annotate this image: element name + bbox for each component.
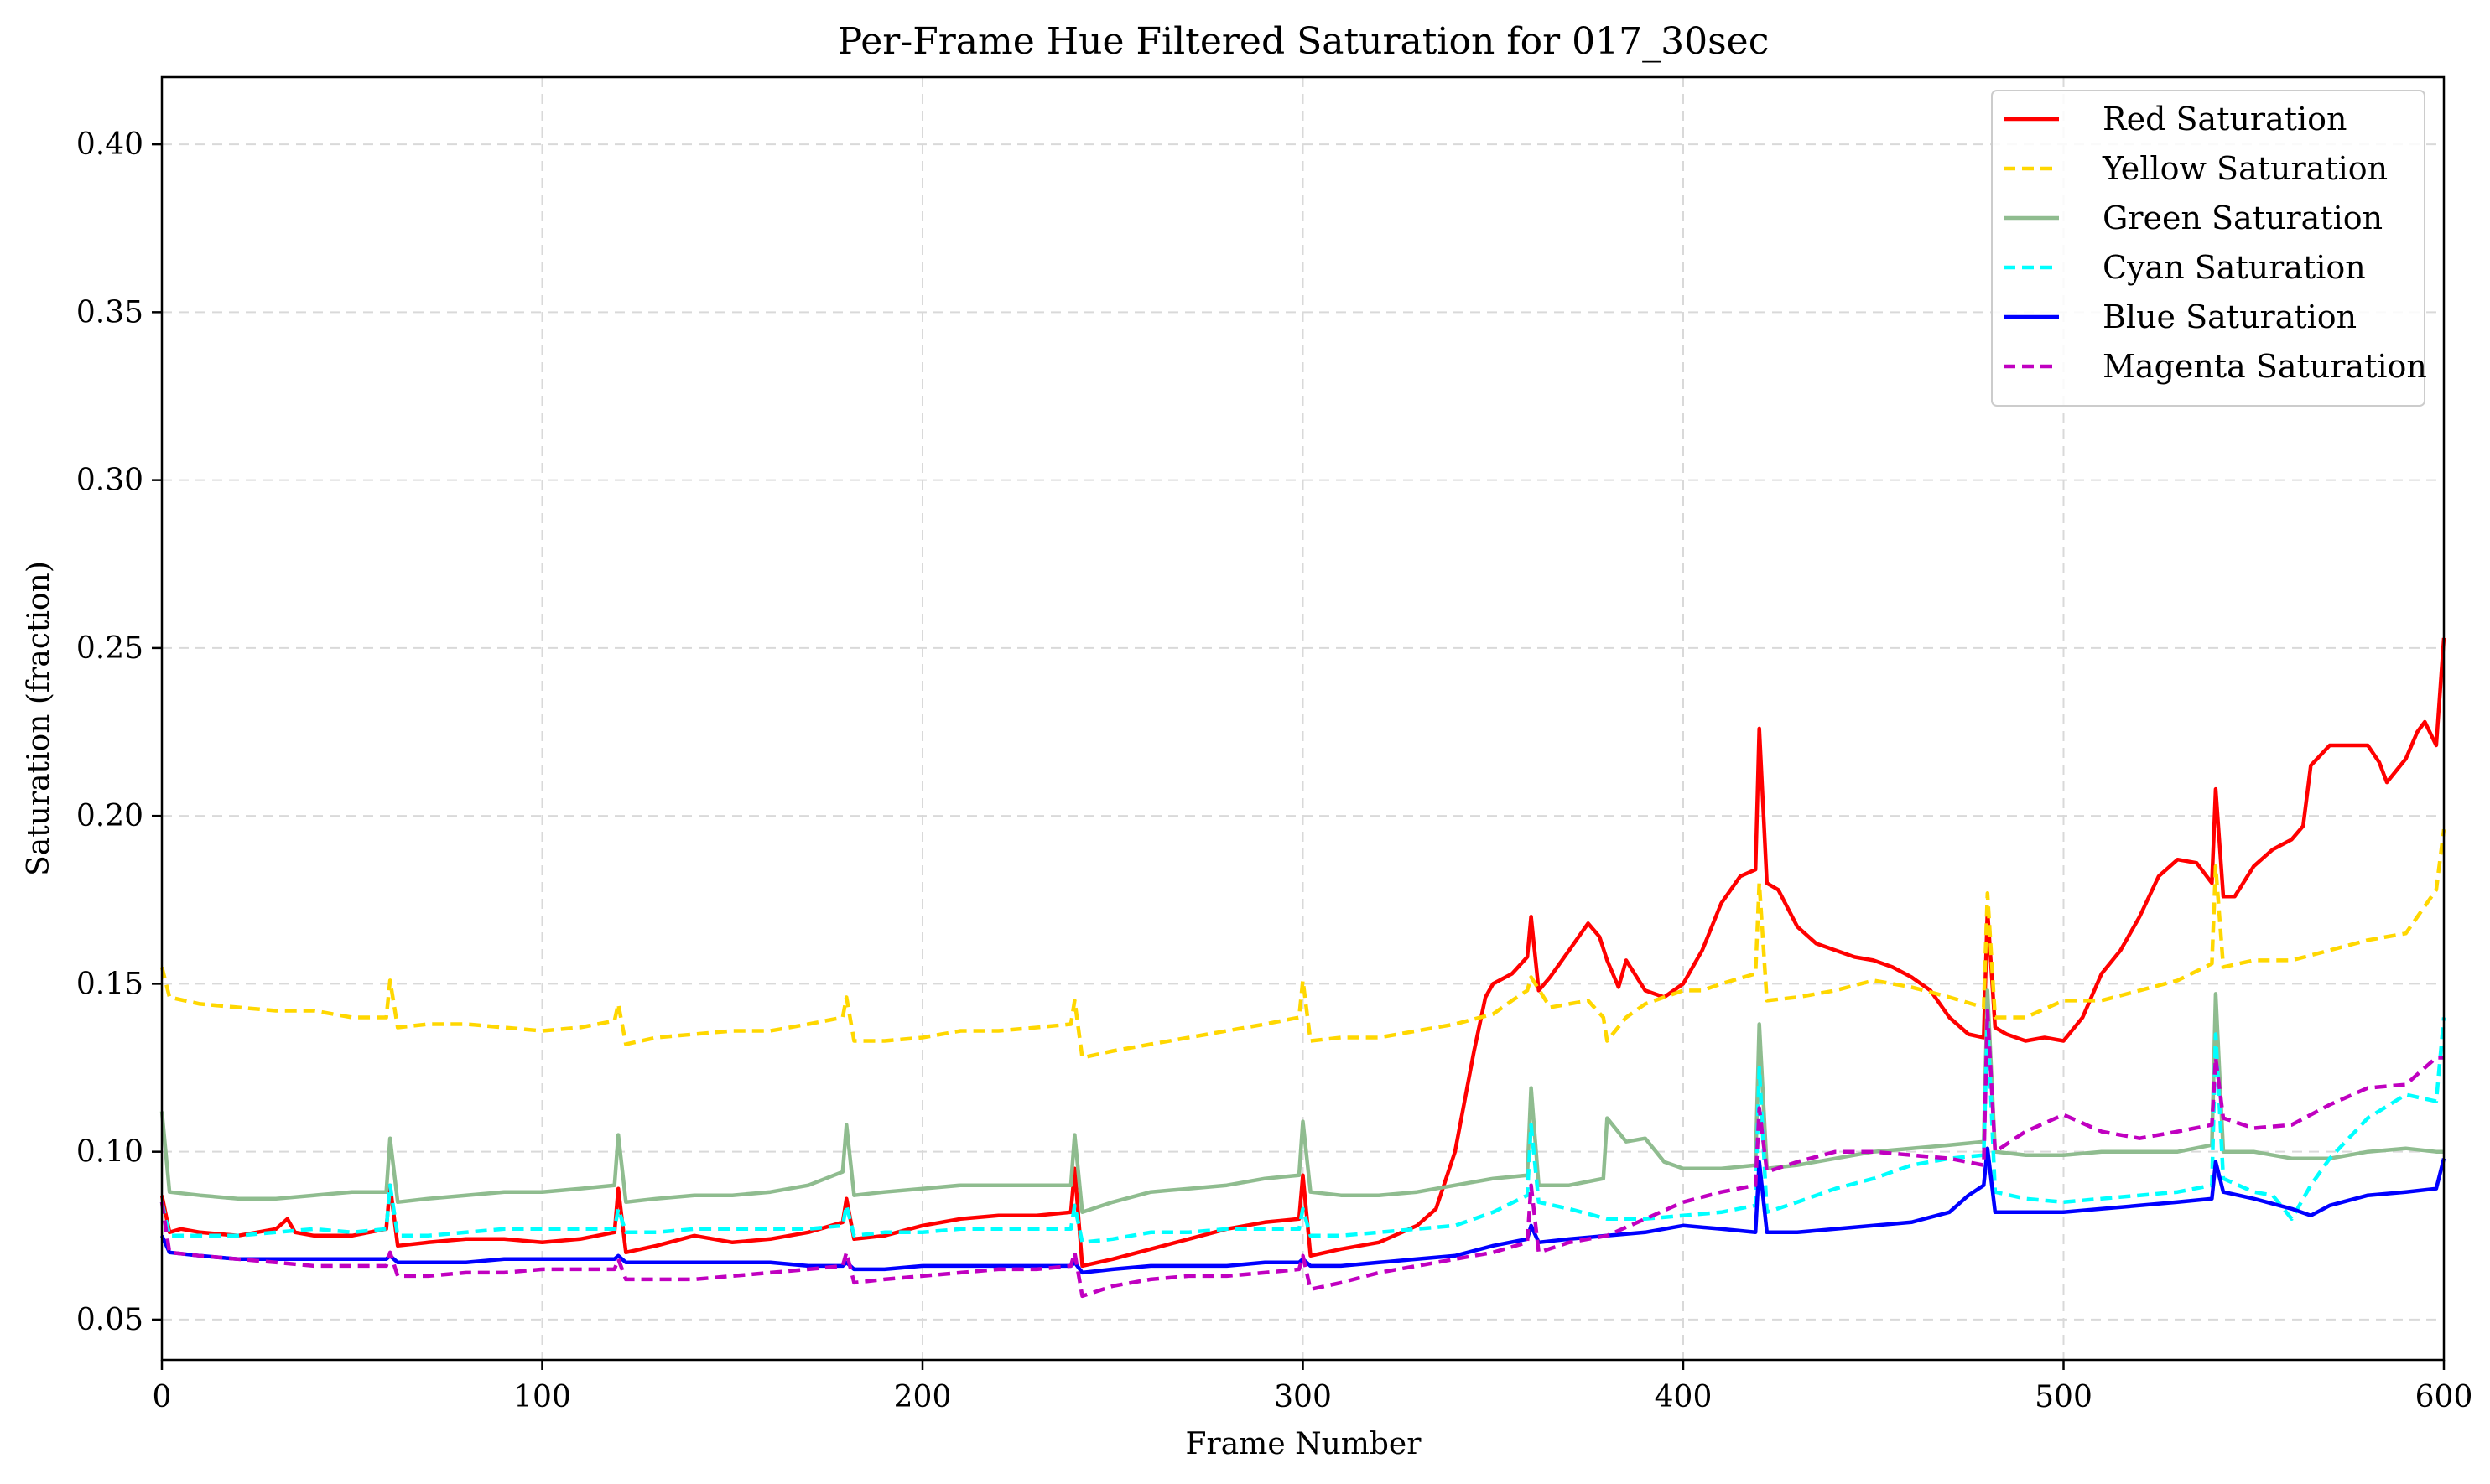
chart-title: Per-Frame Hue Filtered Saturation for 01… (838, 20, 1770, 63)
legend-label: Magenta Saturation (2103, 348, 2427, 385)
y-tick-label: 0.25 (76, 631, 143, 666)
legend-box (1991, 90, 2425, 407)
x-tick-label: 300 (1274, 1380, 1332, 1414)
y-tick-label: 0.20 (76, 799, 143, 833)
x-tick-label: 600 (2415, 1380, 2473, 1414)
x-axis-label: Frame Number (1186, 1427, 1422, 1461)
series-line-magenta-saturation (159, 1009, 2444, 1299)
legend-label: Yellow Saturation (2102, 150, 2388, 187)
legend-label: Cyan Saturation (2103, 249, 2366, 286)
legend-label: Green Saturation (2103, 200, 2383, 236)
y-tick-label: 0.30 (76, 464, 143, 498)
legend-label: Red Saturation (2103, 101, 2347, 138)
x-tick-label: 400 (1655, 1380, 1713, 1414)
series-line-green-saturation (159, 988, 2444, 1215)
x-tick-label: 0 (153, 1380, 172, 1414)
y-tick-label: 0.40 (76, 127, 143, 162)
x-axis: 0 100 200 300 400 500 600 (153, 1360, 2473, 1414)
y-axis-label: Saturation (fraction) (22, 561, 56, 876)
series-line-yellow-saturation (159, 828, 2446, 1060)
series-line-cyan-saturation (159, 1017, 2446, 1245)
x-tick-label: 200 (894, 1380, 952, 1414)
series-line-blue-saturation (159, 1146, 2446, 1275)
legend: Red Saturation Yellow Saturation Green Sat… (1991, 90, 2427, 407)
x-tick-label: 500 (2035, 1380, 2092, 1414)
y-tick-label: 0.05 (76, 1303, 143, 1337)
y-axis: 0.05 0.10 0.15 0.20 0.25 0.30 0.35 0.40 (76, 127, 162, 1337)
y-tick-label: 0.15 (76, 967, 143, 1001)
legend-label: Blue Saturation (2103, 298, 2357, 335)
plot-area (159, 637, 2446, 1299)
y-tick-label: 0.10 (76, 1135, 143, 1170)
x-tick-label: 100 (513, 1380, 571, 1414)
y-tick-label: 0.35 (76, 295, 143, 329)
